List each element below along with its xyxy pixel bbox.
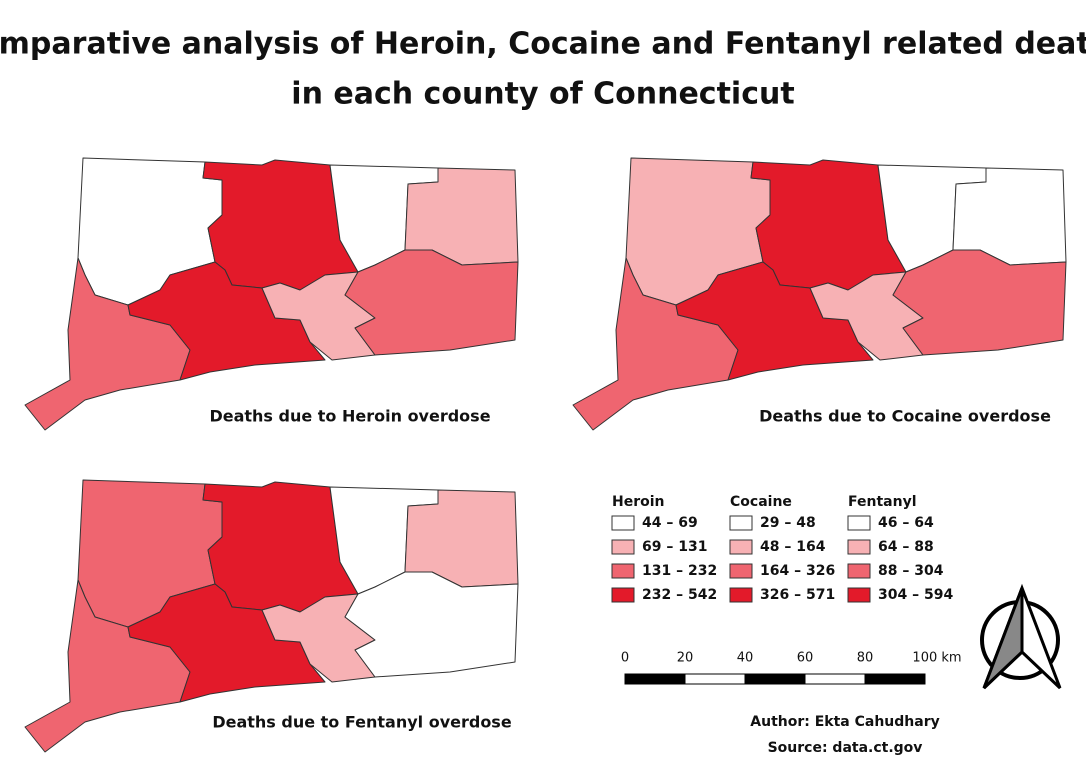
author: Author: Ekta Cahudhary [750, 714, 939, 730]
legend-label: 232 – 542 [642, 587, 717, 603]
legend-label: 69 – 131 [642, 539, 707, 555]
map-caption: Deaths due to Heroin overdose [209, 407, 490, 426]
legend-swatch [611, 539, 635, 555]
scale-label: 40 [737, 651, 754, 666]
source: Source: data.ct.gov [768, 740, 923, 756]
legend-title: Cocaine [730, 494, 792, 510]
legend-swatch [847, 515, 871, 531]
legend-swatch [847, 563, 871, 579]
legend-label: 326 – 571 [760, 587, 835, 603]
legend-label: 46 – 64 [878, 515, 934, 531]
scale-segment [864, 673, 926, 685]
legend: Heroin 44 – 69 69 – 131 131 – 232 232 – 542 C… [611, 494, 953, 603]
legend-label: 164 – 326 [760, 563, 835, 579]
scale-label: 80 [857, 651, 874, 666]
legend-swatch [729, 515, 753, 531]
legend-swatch [611, 515, 635, 531]
title: Comparative analysis of Heroin, Cocaine … [0, 27, 1086, 62]
scale-segment [624, 673, 686, 685]
legend-title: Heroin [612, 494, 665, 510]
scale-label: 20 [677, 651, 694, 666]
legend-label: 48 – 164 [760, 539, 826, 555]
scale-label: 100 km [912, 651, 961, 666]
scale-label: 0 [621, 651, 629, 666]
scale-label: 60 [797, 651, 814, 666]
legend-label: 131 – 232 [642, 563, 717, 579]
scale-segment [804, 673, 866, 685]
county-map [24, 157, 519, 431]
legend-swatch [729, 539, 753, 555]
scale-segment [684, 673, 746, 685]
county-map [572, 157, 1067, 431]
legend-swatch [847, 539, 871, 555]
legend-swatch [847, 587, 871, 603]
map-caption: Deaths due to Cocaine overdose [759, 407, 1051, 426]
legend-title: Fentanyl [848, 494, 917, 510]
legend-swatch [611, 563, 635, 579]
legend-swatch [729, 587, 753, 603]
legend-label: 29 – 48 [760, 515, 816, 531]
legend-label: 88 – 304 [878, 563, 944, 579]
legend-swatch [611, 587, 635, 603]
legend-label: 64 – 88 [878, 539, 934, 555]
scale-segment [744, 673, 806, 685]
legend-label: 44 – 69 [642, 515, 698, 531]
legend-swatch [729, 563, 753, 579]
county-map [24, 479, 519, 753]
legend-label: 304 – 594 [878, 587, 953, 603]
scale-bar: 0 20 40 60 80 100 km [621, 651, 962, 685]
north-arrow [980, 583, 1062, 690]
title: in each county of Connecticut [291, 77, 794, 112]
map-caption: Deaths due to Fentanyl overdose [212, 713, 512, 732]
